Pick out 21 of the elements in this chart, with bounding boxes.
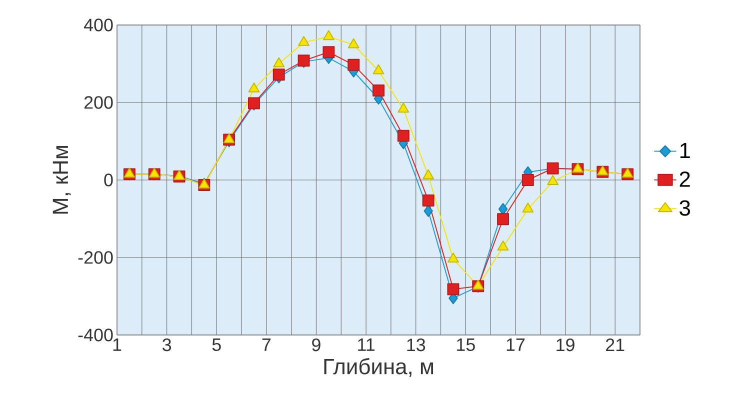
x-tick-label: 15 bbox=[457, 338, 475, 352]
x-tick-label: 9 bbox=[312, 338, 320, 352]
y-tick-label: -200 bbox=[78, 251, 113, 264]
x-tick-label: 21 bbox=[606, 338, 624, 352]
y-axis-title: M, кНм bbox=[52, 146, 71, 214]
y-tick-label: 200 bbox=[84, 96, 113, 109]
legend-label: 2 bbox=[680, 171, 690, 187]
x-tick-label: 7 bbox=[262, 338, 271, 351]
y-tick-label: -400 bbox=[78, 328, 113, 342]
x-tick-label: 1 bbox=[113, 338, 122, 351]
x-tick-label: 17 bbox=[506, 338, 525, 351]
y-tick-label: 400 bbox=[84, 18, 113, 32]
x-axis-title: Глибина, м bbox=[324, 358, 433, 377]
x-tick-label: 19 bbox=[556, 338, 574, 352]
x-tick-label: 13 bbox=[407, 338, 426, 352]
legend-label: 3 bbox=[680, 200, 690, 216]
y-tick-label: 0 bbox=[104, 174, 113, 186]
legend-label: 1 bbox=[680, 142, 690, 158]
x-tick-label: 5 bbox=[212, 338, 221, 352]
x-tick-label: 3 bbox=[162, 338, 172, 352]
x-tick-label: 11 bbox=[358, 338, 374, 351]
